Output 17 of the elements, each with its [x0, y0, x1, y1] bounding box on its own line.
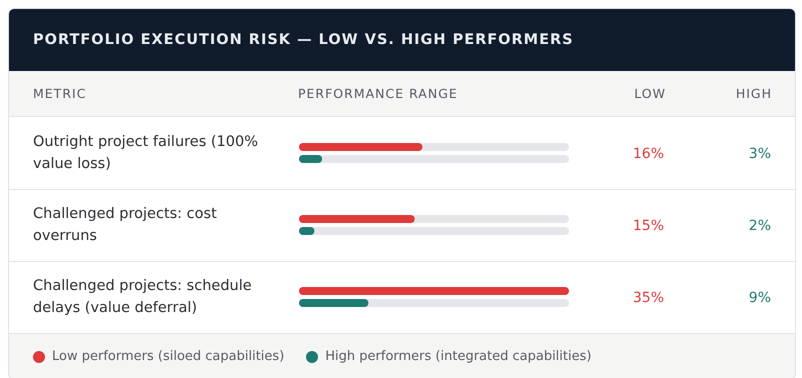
x-axis-title: PERFORMANCE RANGE — [298, 85, 458, 103]
y-tick-label: Challenged projects: cost overruns — [33, 205, 218, 246]
y-tick-label: Outright project failures (100% value loss) — [33, 133, 259, 174]
data-label: 15% — [632, 218, 664, 234]
text: HIGH — [736, 85, 772, 103]
legend-label: High performers (integrated capabilities) — [324, 349, 592, 364]
data-label: 16% — [632, 146, 664, 162]
data-label: 35% — [632, 290, 664, 306]
y-tick-label: Challenged projects: schedule delays (value deferral) — [33, 277, 253, 318]
chart-title: PORTFOLIO EXECUTION RISK — LOW VS. HIGH PERFORMERS — [9, 9, 795, 71]
data-label: 3% — [748, 146, 771, 162]
text: METRIC — [33, 85, 86, 103]
bar — [299, 299, 368, 307]
legend-label: Low performers (siloed capabilities) — [51, 349, 284, 364]
data-label: 2% — [748, 218, 771, 234]
data-label: 9% — [748, 290, 771, 306]
text: LOW — [634, 85, 666, 103]
